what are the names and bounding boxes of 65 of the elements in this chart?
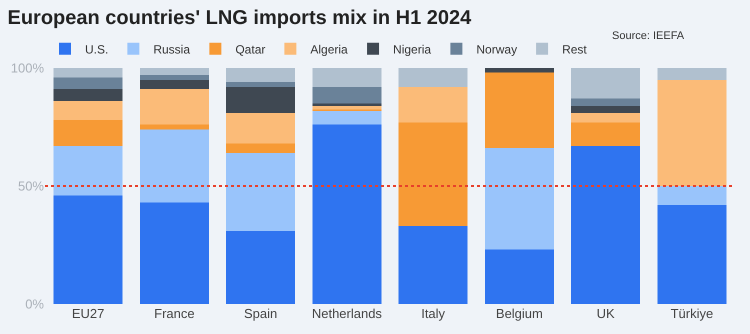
legend-label: Nigeria — [393, 42, 432, 56]
bar — [54, 120, 123, 146]
legend-label: Qatar — [235, 42, 266, 56]
bar — [398, 68, 468, 87]
bar — [54, 195, 123, 304]
bar — [226, 230, 296, 304]
y-tick-label: 50% — [18, 178, 44, 194]
bar — [140, 129, 209, 203]
y-tick-label: 100% — [10, 60, 44, 76]
x-tick-label: Belgium — [496, 306, 543, 321]
bar — [571, 98, 640, 106]
bar — [398, 86, 468, 122]
x-tick-label: France — [154, 306, 195, 321]
bar — [140, 80, 209, 90]
bar — [140, 124, 209, 130]
x-tick-label: UK — [596, 306, 615, 321]
bar — [226, 68, 296, 82]
legend-label: Russia — [153, 42, 190, 56]
source-note: Source: IEEFA — [612, 30, 685, 42]
x-tick-label: Türkiye — [670, 306, 714, 321]
bar — [54, 68, 123, 78]
bar — [54, 77, 123, 90]
bar — [54, 101, 123, 120]
legend-label: Norway — [476, 42, 518, 56]
x-tick-label: Spain — [244, 306, 278, 321]
x-tick-label: Italy — [421, 306, 446, 321]
legend-label: U.S. — [85, 42, 108, 56]
bar — [226, 144, 296, 153]
bar — [484, 68, 554, 73]
bar — [571, 122, 640, 146]
bar — [312, 124, 382, 304]
bar — [226, 86, 296, 113]
bar — [484, 72, 554, 148]
legend-label: Rest — [562, 42, 588, 56]
bar — [140, 75, 209, 80]
bar — [140, 89, 209, 125]
bar — [140, 68, 209, 76]
bar — [398, 122, 468, 226]
bar — [226, 152, 296, 231]
bar — [571, 146, 640, 304]
y-tick-label: 0% — [25, 296, 44, 312]
bar — [484, 250, 554, 304]
bar — [312, 103, 382, 106]
bar — [398, 226, 468, 304]
bar — [571, 112, 640, 122]
bar — [226, 112, 296, 144]
bar — [571, 106, 640, 113]
bar — [54, 146, 123, 196]
x-tick-label: Netherlands — [312, 306, 382, 321]
bar — [226, 82, 296, 87]
bar — [657, 204, 726, 304]
x-tick-label: EU27 — [72, 306, 104, 321]
bar — [312, 106, 382, 110]
bar — [312, 86, 382, 104]
bar — [484, 148, 554, 250]
legend-label: Algeria — [310, 42, 348, 56]
bar — [312, 68, 382, 87]
bar — [571, 68, 640, 99]
bar — [140, 202, 209, 304]
bar — [657, 186, 726, 205]
bar — [657, 68, 726, 80]
bar — [54, 89, 123, 102]
chart-title: European countries' LNG imports mix in H1 2024 — [8, 7, 472, 30]
bar — [312, 110, 382, 125]
bar — [657, 80, 726, 186]
